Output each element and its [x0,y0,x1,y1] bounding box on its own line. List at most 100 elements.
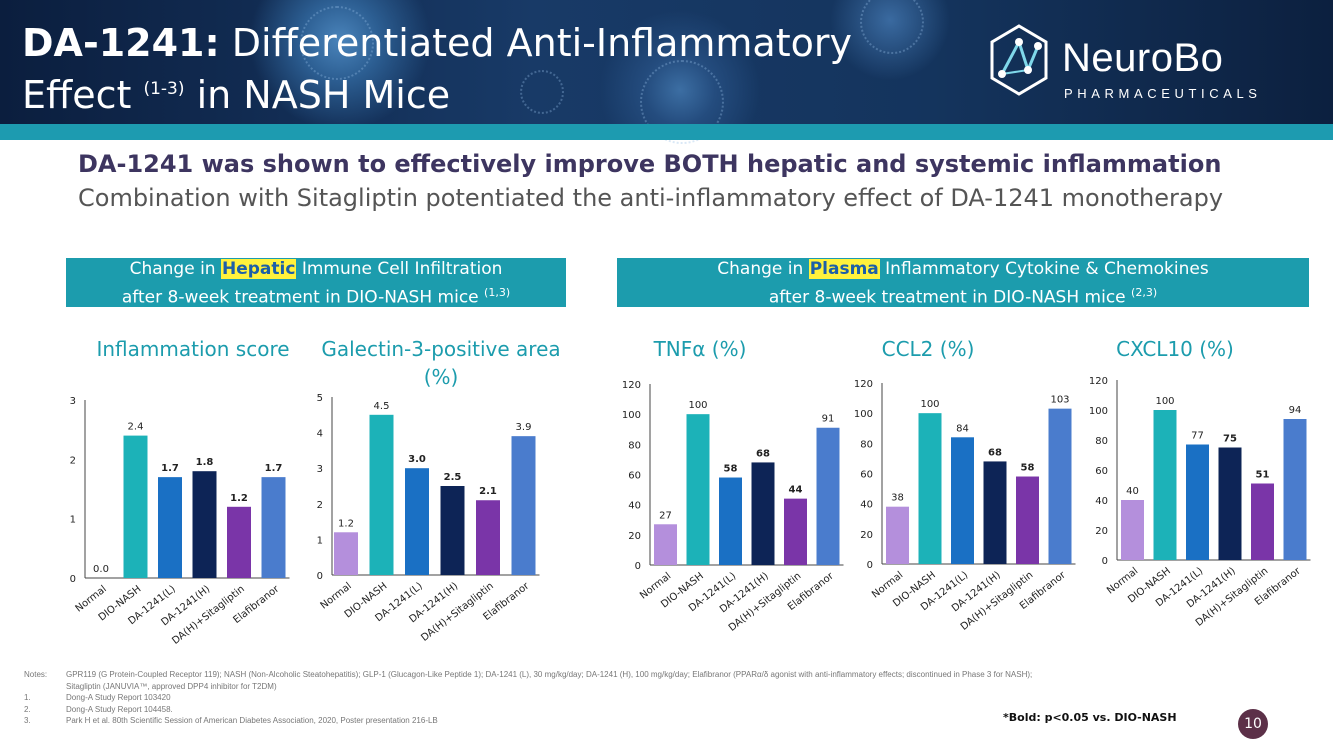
y-tick-label: 120 [854,379,873,390]
y-tick-label: 100 [1089,406,1108,417]
bar [951,437,974,564]
bar [784,498,807,565]
bar [816,427,840,565]
bar [476,500,500,575]
bar [227,506,251,578]
chart-title-ccl2: CCL2 (%) [881,337,975,361]
bar [158,477,182,578]
data-label: 2.4 [128,422,144,433]
company-logo-name: NeuroBo [1062,36,1224,80]
y-tick-label: 40 [628,501,641,512]
bar [686,414,710,565]
bar [1016,476,1039,564]
data-label: 58 [724,464,738,475]
bar [1283,419,1307,560]
notes-label: Notes: [24,670,48,679]
bar [192,471,217,578]
virus-decoration [640,60,724,144]
bar [369,414,394,575]
y-tick-label: 40 [1095,496,1108,507]
data-label: 38 [891,493,904,504]
reference-item: Park H et al. 80th Scientific Session of… [66,716,438,725]
data-label: 44 [789,485,803,496]
y-tick-label: 60 [1095,466,1108,477]
data-label: 75 [1223,434,1237,445]
data-label: 2.1 [479,486,497,497]
headline: DA-1241 was shown to effectively improve… [78,150,1222,178]
header-banner [0,0,1333,144]
data-label: 4.5 [374,401,390,412]
y-tick-label: 1 [317,535,323,546]
y-tick-label: 100 [854,409,873,420]
data-label: 94 [1289,405,1302,416]
reference-item: Dong-A Study Report 104458. [66,704,173,714]
y-tick-label: 0 [867,560,873,571]
chart-panel-4: 02040608010012040Normal100DIO-NASH77DA-1… [1089,376,1311,629]
bar [751,462,775,565]
bar [123,435,148,578]
data-label: 51 [1256,470,1270,481]
data-label: 1.7 [161,463,179,474]
y-tick-label: 80 [1095,436,1108,447]
data-label: 1.2 [338,518,354,529]
y-tick-label: 120 [622,380,641,391]
chart-title-inflammation: Inflammation score [96,337,290,361]
data-label: 68 [756,448,770,459]
data-label: 2.5 [444,472,462,483]
page-number: 10 [1238,709,1268,739]
y-tick-label: 20 [1095,526,1108,537]
y-tick-label: 80 [628,440,641,451]
data-label: 100 [920,399,939,410]
data-label: 84 [956,423,969,434]
bar [654,524,677,565]
chart-panel-2: 02040608010012027Normal100DIO-NASH58DA-1… [622,380,844,634]
hepatic-highlight: Hepatic [220,259,297,279]
y-tick-label: 2 [70,455,76,466]
y-tick-label: 2 [317,500,323,511]
data-label: 68 [988,447,1002,458]
chart-panel-0: 01230.0Normal2.4DIO-NASH1.7DA-1241(L)1.8… [70,396,290,647]
bar [918,413,942,564]
bar [1251,483,1274,560]
y-tick-label: 120 [1089,376,1108,387]
virus-decoration [520,70,564,114]
virus-decoration [300,6,374,80]
virus-decoration [860,0,924,54]
y-tick-label: 60 [628,471,641,482]
hepatic-section-header: Change in Hepatic Immune Cell Infiltrati… [66,258,566,308]
data-label: 1.2 [230,493,248,504]
y-tick-label: 20 [860,530,873,541]
bar [1153,410,1177,560]
bar [261,477,286,578]
chart-title-tnfa: TNFα (%) [653,337,747,361]
data-label: 100 [1155,396,1174,407]
bar [886,506,909,564]
data-label: 77 [1191,431,1204,442]
y-tick-label: 4 [317,429,323,440]
data-label: 40 [1126,486,1139,497]
bar [405,468,429,575]
y-tick-label: 0 [635,561,641,572]
y-tick-label: 20 [628,531,641,542]
data-label: 103 [1050,395,1069,406]
bar [440,486,465,575]
chart-panel-3: 02040608010012038Normal100DIO-NASH84DA-1… [854,379,1076,633]
y-tick-label: 5 [317,393,323,404]
data-label: 3.0 [408,454,426,465]
significance-note: *Bold: p<0.05 vs. DIO-NASH [1003,711,1177,724]
data-label: 58 [1021,463,1035,474]
bar [1048,408,1072,564]
data-label: 100 [688,400,707,411]
data-label: 3.9 [516,422,532,433]
bar [719,477,742,565]
footnotes: Notes: GPR119 (G Protein-Coupled Receptor… [24,670,1033,725]
bar [1186,444,1209,560]
chart-title-galectin: Galectin-3-positive area (%) [321,337,561,389]
subheadline: Combination with Sitagliptin potentiated… [78,184,1224,212]
y-tick-label: 60 [860,470,873,481]
data-label: 27 [659,510,672,521]
y-tick-label: 80 [860,439,873,450]
page-title: DA-1241: Differentiated Anti-Inflammator… [22,21,852,117]
y-tick-label: 100 [622,410,641,421]
